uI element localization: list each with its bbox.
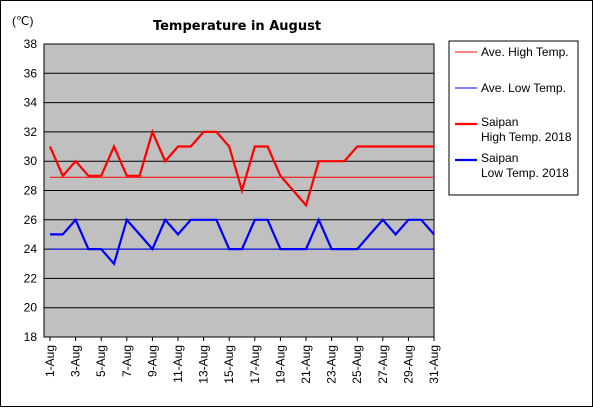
legend-label-1: Ave. High Temp.: [481, 45, 569, 59]
x-tick-label: 27-Aug: [376, 345, 390, 384]
legend-label-3: Saipan High Temp. 2018: [481, 115, 572, 144]
x-tick-label: 29-Aug: [401, 345, 415, 384]
x-tick-label: 1-Aug: [43, 345, 57, 377]
y-tick-label: 26: [24, 213, 38, 227]
x-tick-label: 3-Aug: [69, 345, 83, 377]
legend: Ave. High Temp. Ave. Low Temp. Saipan High …: [455, 45, 572, 180]
legend-label-2: Ave. Low Temp.: [481, 81, 566, 95]
series-line-4: [50, 217, 435, 267]
y-unit-label: (℃): [12, 14, 33, 28]
y-tick-label: 18: [24, 330, 38, 344]
legend-box: [448, 40, 579, 196]
y-axis-ticks: 38 36 34 32 30 28 26 24 22 20 18: [24, 37, 38, 344]
x-tick-label: 7-Aug: [120, 345, 134, 377]
y-tick-label: 36: [24, 66, 38, 80]
x-axis-ticks: 1-Aug 3-Aug 5-Aug 7-Aug 9-Aug 11-Aug 13-Aug 15-…: [43, 337, 441, 384]
x-tick-label: 5-Aug: [94, 345, 108, 377]
series-line-3: [48, 128, 434, 208]
y-tick-label: 32: [24, 125, 38, 139]
x-tick-label: 25-Aug: [350, 345, 364, 384]
y-tick-label: 22: [24, 271, 38, 285]
y-tick-label: 24: [24, 242, 38, 256]
x-tick-label: 19-Aug: [273, 345, 287, 384]
x-tick-label: 15-Aug: [222, 345, 236, 384]
y-tick-label: 28: [24, 184, 38, 198]
x-tick-label: 9-Aug: [145, 345, 159, 377]
y-tick-label: 30: [24, 154, 38, 168]
x-tick-label: 13-Aug: [197, 345, 211, 384]
y-tick-label: 34: [24, 96, 38, 110]
x-tick-label: 11-Aug: [171, 345, 185, 383]
x-tick-label: 17-Aug: [248, 345, 262, 384]
x-tick-label: 31-Aug: [427, 345, 441, 384]
series-lines: [48, 128, 435, 267]
chart-title: Temperature in August: [153, 19, 321, 34]
y-tick-label: 38: [24, 37, 38, 51]
legend-label-4: Saipan Low Temp. 2018: [481, 151, 569, 180]
y-tick-label: 20: [24, 301, 38, 315]
x-tick-label: 23-Aug: [325, 345, 339, 384]
x-tick-label: 21-Aug: [299, 345, 313, 384]
